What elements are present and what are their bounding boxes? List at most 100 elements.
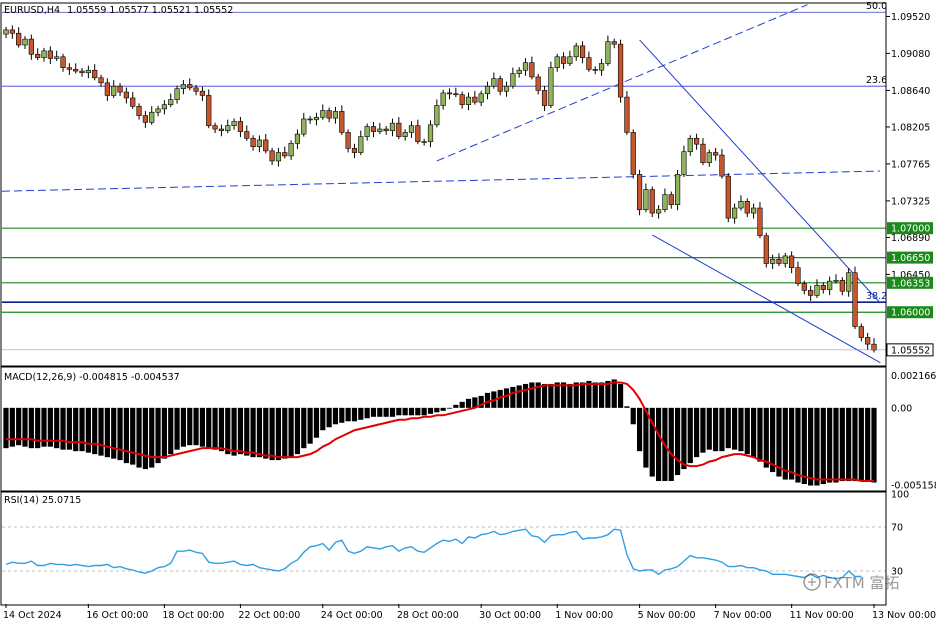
bull-candle-body [41, 50, 47, 58]
bull-candle-body [465, 96, 472, 105]
macd-histogram-bar [60, 407, 66, 450]
bull-candle-body [814, 285, 820, 296]
channel-lower-line [652, 234, 881, 364]
macd-histogram-bar [92, 407, 98, 455]
macd-signal-line [6, 381, 874, 483]
bear-candle-body [630, 132, 636, 175]
bull-candle-body [662, 194, 668, 211]
bull-candle-body [827, 280, 833, 290]
macd-histogram-bar [326, 407, 332, 428]
bull-candle-body [605, 41, 611, 64]
macd-histogram-bar [187, 407, 193, 446]
macd-histogram-bar [155, 407, 161, 464]
macd-histogram-bar [687, 407, 693, 464]
macd-histogram-bar [383, 407, 389, 417]
macd-histogram-bar [434, 407, 440, 413]
macd-histogram-bar [161, 407, 167, 459]
bear-candle-body [795, 267, 801, 284]
macd-histogram-bar [579, 382, 586, 408]
bull-candle-body [503, 85, 510, 92]
support-level-tag [887, 251, 933, 264]
macd-histogram-bar [66, 407, 72, 450]
bear-candle-body [326, 110, 332, 119]
svg-text:FXTM 富拓: FXTM 富拓 [824, 574, 900, 592]
bear-candle-body [269, 150, 275, 162]
bull-candle-body [402, 132, 408, 137]
macd-histogram-bar [389, 407, 396, 417]
bull-candle-body [301, 118, 307, 135]
macd-histogram-bar [41, 407, 47, 447]
bull-candle-body [440, 92, 446, 106]
macd-histogram-bar [738, 407, 744, 452]
macd-histogram-bar [827, 407, 833, 483]
bear-candle-body [649, 189, 655, 214]
bull-candle-body [484, 85, 491, 95]
bear-candle-body [801, 283, 807, 291]
bull-candle-body [111, 85, 117, 96]
macd-histogram-bar [117, 407, 123, 461]
bear-candle-body [142, 115, 148, 123]
macd-histogram-bar [510, 386, 516, 408]
macd-histogram-bar [244, 407, 250, 456]
bear-candle-body [617, 43, 624, 98]
macd-histogram-bar [54, 407, 60, 449]
bear-candle-body [130, 97, 136, 107]
macd-histogram-bar [3, 407, 9, 449]
macd-histogram-bar [763, 407, 769, 468]
bear-candle-body [263, 139, 269, 152]
bull-candle-body [573, 45, 579, 58]
macd-histogram-bar [808, 407, 814, 486]
macd-histogram-bar [16, 407, 22, 446]
bear-candle-body [212, 125, 218, 130]
macd-histogram-bar [440, 407, 446, 411]
bull-candle-body [655, 209, 662, 214]
bear-candle-body [725, 175, 731, 219]
time-tick-label: 22 Oct 00:00 [238, 610, 300, 621]
bull-candle-body [256, 139, 263, 147]
macd-histogram-bar [858, 407, 864, 482]
macd-histogram-bar [846, 407, 852, 482]
macd-histogram-bar [770, 407, 776, 473]
bear-candle-body [339, 111, 345, 133]
bull-candle-body [706, 152, 712, 163]
macd-histogram-bar [301, 407, 307, 449]
bear-candle-body [187, 84, 193, 89]
macd-histogram-bar [130, 407, 136, 465]
macd-histogram-bar [427, 407, 434, 414]
bear-candle-body [852, 272, 858, 327]
macd-histogram-bar [408, 407, 415, 416]
bear-candle-body [611, 41, 617, 45]
time-tick-label: 28 Oct 00:00 [397, 610, 459, 621]
macd-histogram-bar [370, 407, 377, 417]
bear-candle-body [592, 69, 598, 71]
price-tick-label: 1.07765 [891, 159, 930, 170]
bear-candle-body [472, 96, 478, 103]
bear-candle-body [66, 67, 72, 70]
time-axis: 14 Oct 2024 16 Oct 00:00 18 Oct 00:00 22 Oc… [3, 604, 936, 621]
macd-histogram-bar [598, 382, 605, 408]
bear-candle-body [92, 69, 98, 79]
bull-candle-body [522, 62, 529, 71]
macd-histogram-bar [73, 407, 79, 452]
macd-histogram-bar [839, 407, 845, 482]
macd-histogram-bar [820, 407, 826, 485]
price-tick-label: 1.06890 [891, 233, 930, 244]
macd-histogram-bar [85, 407, 91, 453]
macd-histogram-bar [560, 382, 567, 408]
bull-candle-body [516, 69, 522, 74]
macd-histogram-bar [472, 397, 478, 408]
price-tick-label: 1.08640 [891, 86, 930, 97]
bull-candle-body [275, 152, 282, 162]
macd-histogram-bar [719, 407, 725, 452]
rsi-tick-label: 100 [891, 490, 909, 501]
bull-candle-body [85, 69, 91, 74]
support-level-label: 1.06650 [891, 253, 930, 264]
bear-candle-body [789, 255, 795, 268]
panel-frame [0, 491, 887, 606]
bull-candle-body [751, 207, 757, 214]
bear-candle-body [136, 106, 142, 116]
bear-candle-body [123, 91, 129, 99]
bear-candle-body [808, 290, 814, 296]
price-tick-label: 1.07325 [891, 196, 930, 207]
macd-histogram-bar [605, 380, 611, 408]
